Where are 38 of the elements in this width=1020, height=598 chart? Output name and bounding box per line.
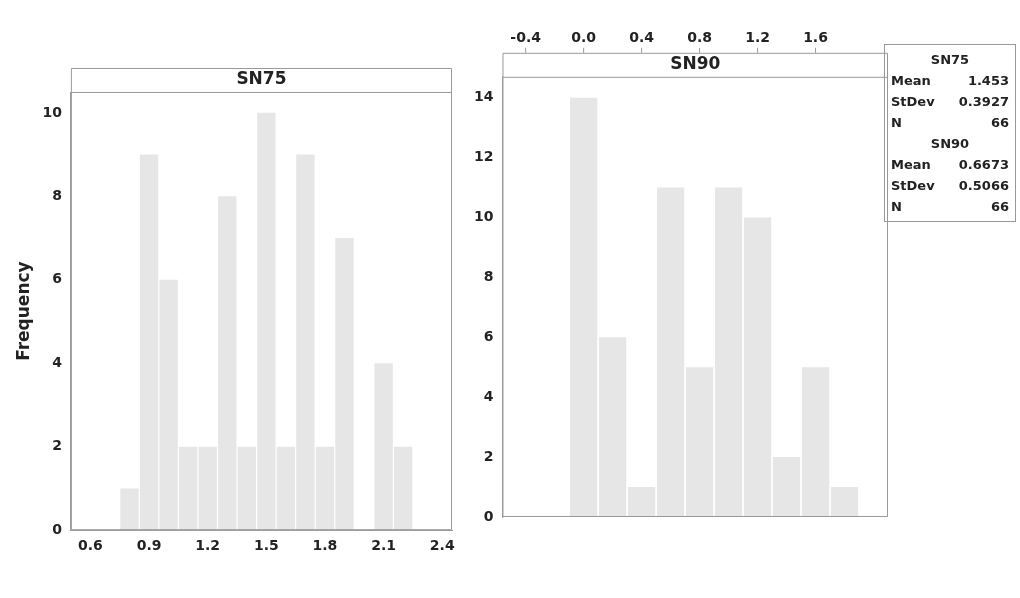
x-tick-label: 1.6 — [803, 29, 828, 46]
chart-title: SN75 — [236, 68, 287, 89]
x-tick-label: 1.8 — [312, 537, 338, 554]
y-tick-label: 14 — [474, 88, 494, 105]
y-tick-label: 12 — [474, 148, 494, 165]
y-tick-label: 10 — [474, 208, 494, 225]
x-tick-label: 2.4 — [429, 537, 455, 554]
y-tick-label: 0 — [52, 520, 63, 537]
text: SN75 — [929, 51, 971, 69]
y-tick-label: 6 — [483, 327, 494, 344]
x-tick-label: 0.9 — [136, 537, 162, 554]
y-tick-label: 8 — [483, 268, 494, 285]
y-tick-label: 6 — [52, 270, 62, 287]
x-tick-label: 2.1 — [371, 537, 396, 554]
x-tick-label: 0.8 — [687, 29, 712, 46]
text: StDev 0.5066 — [891, 178, 1009, 193]
y-tick-label: 2 — [52, 437, 62, 454]
x-tick-label: 1.2 — [745, 29, 770, 46]
text: StDev 0.3927 — [891, 94, 1009, 109]
text: Mean 0.6673 — [891, 157, 1009, 172]
x-tick-label: 1.2 — [195, 537, 221, 554]
y-tick-label: 4 — [483, 387, 494, 404]
y-tick-label: 8 — [52, 186, 62, 203]
x-tick-label: 0.4 — [629, 29, 655, 46]
text: SN90 — [929, 135, 971, 153]
x-tick-label: -0.4 — [510, 29, 542, 46]
text: N 66 — [891, 199, 1009, 214]
y-tick-label: 2 — [483, 447, 494, 464]
text: N 66 — [891, 115, 1009, 130]
y-tick-label: 10 — [42, 103, 63, 120]
text: Mean 1.453 — [891, 73, 1009, 88]
y-axis-title: Frequency — [12, 261, 33, 361]
y-tick-label: 0 — [483, 507, 494, 524]
x-tick-label: 1.5 — [253, 537, 279, 554]
x-tick-label: 0.6 — [78, 537, 103, 554]
y-tick-label: 4 — [52, 353, 63, 370]
chart-title: SN90 — [670, 53, 721, 74]
x-tick-label: 0.0 — [571, 29, 597, 46]
